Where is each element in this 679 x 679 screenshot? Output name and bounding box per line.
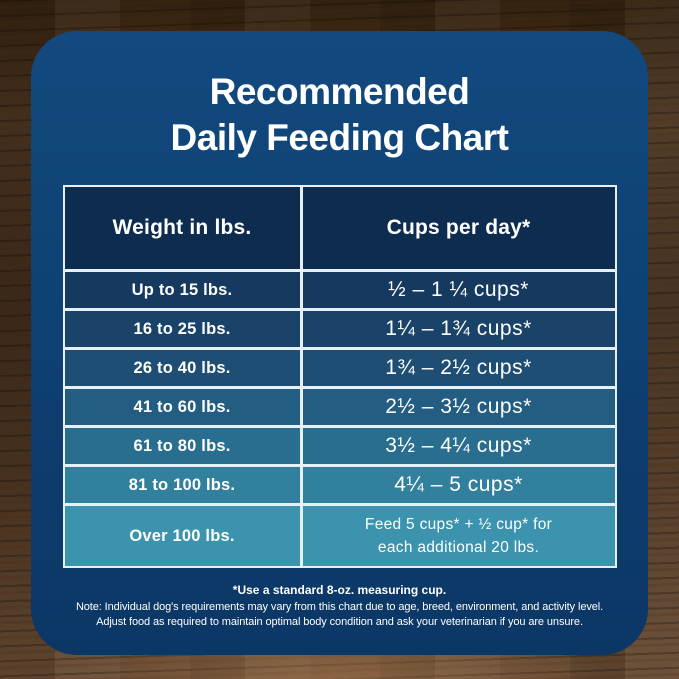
title-line-1: Recommended	[209, 71, 470, 112]
cups-note-line-2: each additional 20 lbs.	[377, 539, 540, 556]
table-row-cups: 2½ – 3½ cups*	[302, 389, 615, 425]
page-title: Recommended Daily Feeding Chart	[31, 69, 648, 161]
feeding-chart-card: Recommended Daily Feeding Chart Weight i…	[31, 31, 648, 655]
table-row-weight: 16 to 25 lbs.	[64, 311, 300, 347]
table-row-weight: Over 100 lbs.	[64, 506, 300, 566]
footnotes: *Use a standard 8-oz. measuring cup. Not…	[31, 583, 648, 631]
table-row-cups: 4¼ – 5 cups*	[302, 467, 615, 503]
table-row-weight: Up to 15 lbs.	[64, 272, 300, 308]
measuring-cup-note: *Use a standard 8-oz. measuring cup.	[232, 583, 447, 597]
column-header-weight: Weight in lbs.	[64, 187, 300, 269]
table-row-weight: 61 to 80 lbs.	[64, 428, 300, 464]
column-header-cups: Cups per day*	[302, 187, 615, 269]
table-row-cups: Feed 5 cups* + ½ cup* for each additiona…	[302, 506, 615, 566]
table-row-cups: 1¼ – 1¾ cups*	[302, 311, 615, 347]
table-row-cups: 1¾ – 2½ cups*	[302, 350, 615, 386]
title-line-2: Daily Feeding Chart	[170, 117, 509, 158]
table-row-weight: 41 to 60 lbs.	[64, 389, 300, 425]
table-row-cups: ½ – 1 ¼ cups*	[302, 272, 615, 308]
table-row-weight: 26 to 40 lbs.	[64, 350, 300, 386]
table-row-weight: 81 to 100 lbs.	[64, 467, 300, 503]
cups-note-line-1: Feed 5 cups* + ½ cup* for	[364, 515, 553, 533]
feeding-table: Weight in lbs. Cups per day* Up to 15 lb…	[62, 185, 617, 568]
disclaimer-line-1: Note: Individual dog's requirements may …	[75, 601, 604, 613]
disclaimer-line-2: Adjust food as required to maintain opti…	[96, 616, 583, 629]
table-row-cups: 3½ – 4¼ cups*	[302, 428, 615, 464]
